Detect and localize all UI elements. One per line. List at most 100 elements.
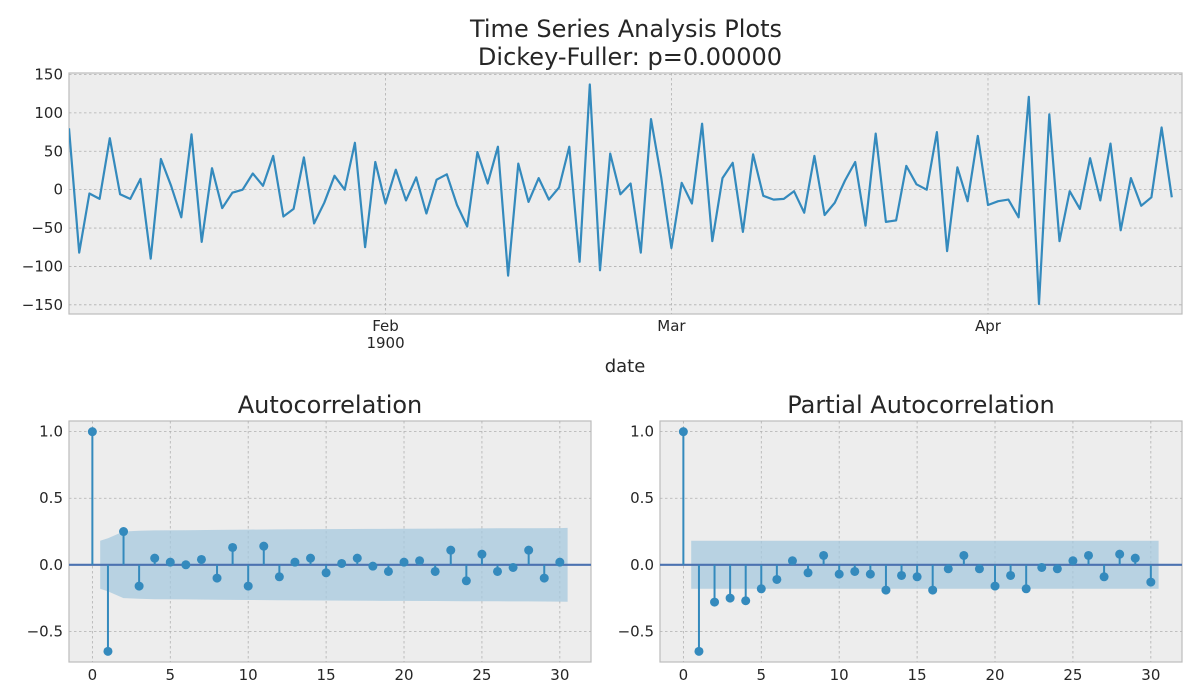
acf-stem-marker: [399, 557, 409, 567]
acf-stem-marker: [461, 576, 471, 586]
acf-xtick-label: 10: [239, 666, 258, 684]
acf-stem-marker: [243, 581, 253, 591]
acf-stem-marker: [306, 553, 316, 563]
pacf-stem-marker: [1021, 584, 1031, 594]
acf-ytick-label: 0.0: [39, 556, 63, 574]
pacf-stem-marker: [694, 646, 704, 656]
acf-stem-marker: [290, 557, 300, 567]
acf-stem-marker: [524, 545, 534, 555]
ts-xtick-sublabel: 1900: [366, 334, 404, 352]
acf-title: Autocorrelation: [238, 391, 423, 419]
pacf-stem-marker: [834, 569, 844, 579]
ts-ytick-label: 0: [53, 181, 63, 199]
acf-stem-marker: [415, 556, 425, 566]
ts-xaxis-label: date: [605, 356, 646, 377]
pacf-stem-marker: [928, 585, 938, 595]
pacf-stem-marker: [756, 584, 766, 594]
pacf-stem-marker: [1130, 553, 1140, 563]
ts-xtick-label: Apr: [975, 317, 1002, 335]
acf-ytick-label: 0.5: [39, 489, 63, 507]
pacf-stem-marker: [1006, 570, 1016, 580]
acf-xtick-label: 30: [550, 666, 569, 684]
ts-xtick-label: Feb: [372, 317, 399, 335]
pacf-stem-marker: [881, 585, 891, 595]
acf-stem-marker: [150, 553, 160, 563]
pacf-ytick-label: 0.0: [630, 556, 654, 574]
autocorrelation-plot: Autocorrelation −0.5 0.0 0.5 1.0 0 5 10 15 20 25 30: [27, 391, 592, 684]
pacf-stem-marker: [1037, 562, 1047, 572]
acf-stem-marker: [352, 553, 362, 563]
pacf-stem-marker: [865, 569, 875, 579]
pacf-stem-marker: [912, 572, 922, 582]
figure-title-line2: Dickey-Fuller: p=0.00000: [478, 43, 782, 71]
acf-stem-marker: [368, 561, 378, 571]
acf-stem-marker: [181, 560, 191, 570]
pacf-xtick-label: 25: [1063, 666, 1082, 684]
acf-stem-marker: [134, 581, 144, 591]
pacf-stem-marker: [1115, 549, 1125, 559]
acf-stem-marker: [493, 566, 503, 576]
acf-xtick-label: 15: [317, 666, 336, 684]
pacf-stem-marker: [787, 556, 797, 566]
acf-stem-marker: [383, 566, 393, 576]
acf-stem-marker: [103, 646, 113, 656]
acf-stem-marker: [539, 573, 549, 583]
acf-stem-marker: [119, 527, 129, 537]
acf-xtick-label: 0: [88, 666, 98, 684]
pacf-stem-marker: [850, 566, 860, 576]
pacf-ytick-label: 1.0: [630, 423, 654, 441]
pacf-stem-marker: [1052, 564, 1062, 574]
pacf-stem-marker: [1068, 556, 1078, 566]
pacf-xtick-label: 5: [757, 666, 767, 684]
pacf-stem-marker: [943, 564, 953, 574]
acf-stem-marker: [196, 554, 206, 564]
acf-xtick-label: 20: [394, 666, 413, 684]
acf-stem-marker: [274, 572, 284, 582]
acf-xtick-label: 5: [166, 666, 176, 684]
pacf-stem-marker: [803, 568, 813, 578]
ts-ytick-label: 100: [34, 104, 63, 122]
pacf-xtick-label: 15: [908, 666, 927, 684]
acf-ytick-label: 1.0: [39, 423, 63, 441]
acf-stem-marker: [337, 558, 347, 568]
acf-stem-marker: [165, 557, 175, 567]
ts-ytick-label: 50: [44, 142, 63, 160]
pacf-stem-marker: [1146, 577, 1156, 587]
ts-series-line: [69, 83, 1173, 306]
pacf-stem-marker: [1099, 572, 1109, 582]
ts-ytick-label: −50: [31, 219, 63, 237]
acf-stem-marker: [212, 573, 222, 583]
figure-title-line1: Time Series Analysis Plots: [469, 15, 782, 43]
acf-stem-marker: [477, 549, 487, 559]
pacf-ytick-label: −0.5: [618, 622, 654, 640]
acf-xtick-label: 25: [472, 666, 491, 684]
pacf-stem-marker: [1084, 550, 1094, 560]
acf-stem-marker: [259, 541, 269, 551]
pacf-stem-marker: [959, 550, 969, 560]
pacf-xtick-label: 20: [985, 666, 1004, 684]
pacf-stem-marker: [990, 581, 1000, 591]
pacf-xtick-label: 0: [679, 666, 689, 684]
acf-stem-marker: [508, 562, 518, 572]
pacf-title: Partial Autocorrelation: [787, 391, 1055, 419]
pacf-stem-marker: [974, 564, 984, 574]
partial-autocorrelation-plot: Partial Autocorrelation −0.5 0.0 0.5 1.0 0 5 10…: [618, 391, 1183, 684]
ts-ytick-label: 150: [34, 66, 63, 84]
ts-ytick-label: −150: [22, 296, 63, 314]
pacf-stem-marker: [725, 593, 735, 603]
acf-stem-marker: [87, 427, 97, 437]
ts-axes-background: [68, 72, 1183, 315]
acf-stem-marker: [228, 542, 238, 552]
pacf-stem-marker: [678, 427, 688, 437]
pacf-ytick-label: 0.5: [630, 489, 654, 507]
acf-ytick-label: −0.5: [27, 622, 63, 640]
acf-stem-marker: [321, 568, 331, 578]
acf-stem-marker: [430, 566, 440, 576]
acf-stem-marker: [446, 545, 456, 555]
acf-stem-marker: [555, 557, 565, 567]
pacf-stem-marker: [741, 596, 751, 606]
pacf-xtick-label: 10: [830, 666, 849, 684]
pacf-stem-marker: [710, 597, 720, 607]
